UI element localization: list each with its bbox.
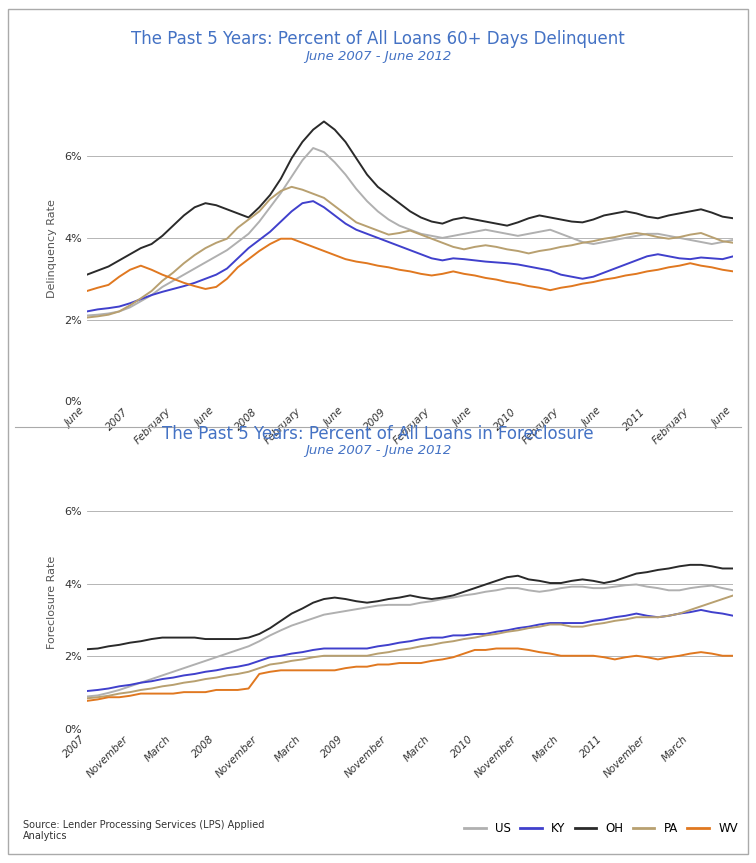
Legend: US, KY, OH, PA, WV: US, KY, OH, PA, WV: [460, 817, 742, 840]
Y-axis label: Foreclosure Rate: Foreclosure Rate: [48, 555, 57, 649]
Text: June 2007 - June 2012: June 2007 - June 2012: [305, 49, 451, 63]
Text: The Past 5 Years: Percent of All Loans 60+ Days Delinquent: The Past 5 Years: Percent of All Loans 6…: [131, 30, 625, 47]
Text: Source: Lender Processing Services (LPS) Applied
Analytics: Source: Lender Processing Services (LPS)…: [23, 820, 264, 841]
Text: The Past 5 Years: Percent of All Loans in Foreclosure: The Past 5 Years: Percent of All Loans i…: [163, 425, 593, 443]
Y-axis label: Delinquency Rate: Delinquency Rate: [48, 198, 57, 298]
Text: June 2007 - June 2012: June 2007 - June 2012: [305, 444, 451, 457]
